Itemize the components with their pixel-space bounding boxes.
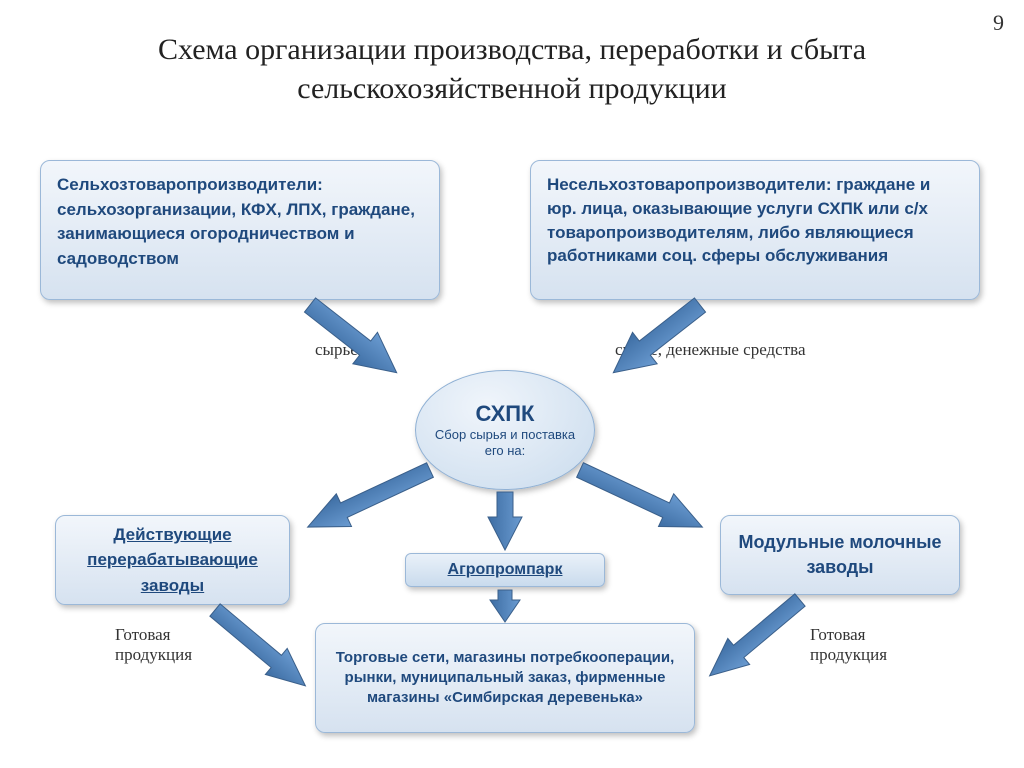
node-modular-dairy: Модульные молочные заводы — [720, 515, 960, 595]
diagram-title: Схема организации производства, перерабо… — [0, 30, 1024, 108]
edge-label-product-left: Готовая продукция — [115, 625, 225, 666]
node-non-producers: Несельхозтоваропроизводители: граждане и… — [530, 160, 980, 300]
center-title: СХПК — [476, 401, 535, 427]
node-center-shpk: СХПК Сбор сырья и поставка его на: — [415, 370, 595, 490]
node-agropark: Агропромпарк — [405, 553, 605, 587]
node-existing-plants: Действующие перерабатывающие заводы — [55, 515, 290, 605]
edge-label-product-right: Готовая продукция — [810, 625, 920, 666]
edge-label-raw-right: сырьё, денежные средства — [615, 340, 806, 360]
node-markets: Торговые сети, магазины потребкооперации… — [315, 623, 695, 733]
node-producers: Сельхозтоваропроизводители: сельхозорган… — [40, 160, 440, 300]
center-subtitle: Сбор сырья и поставка его на: — [424, 427, 586, 458]
edge-label-raw-left: сырьё — [315, 340, 358, 360]
